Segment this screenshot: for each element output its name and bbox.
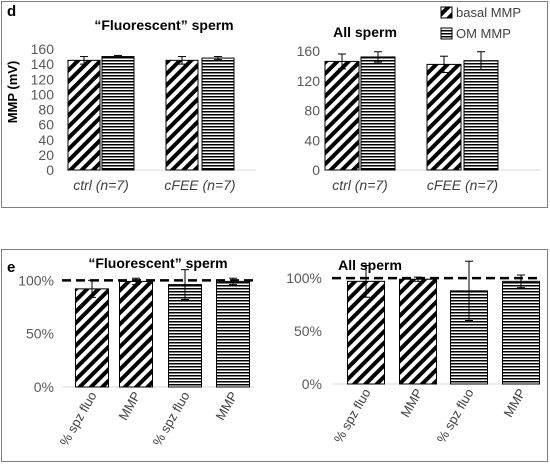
chart-e2-ytick-2: 100% <box>286 270 322 286</box>
chart-e1-ytick-1: 50% <box>26 326 54 342</box>
chart-d2-bar-1-0 <box>426 63 462 171</box>
chart-d2-category-label-1: cFEE (n=7) <box>427 177 498 193</box>
chart-e1-ytick-2: 100% <box>18 272 54 288</box>
chart-d2-bar-0-1 <box>360 56 396 171</box>
chart-d2-ytick-4: 160 <box>297 43 321 59</box>
chart-e2: 0% 50% 100% % spz fluo MMP % spz fluo MMP <box>286 260 540 445</box>
chart-d1-ytick-8: 160 <box>31 41 55 57</box>
chart-d1-title: “Fluorescent” sperm <box>94 17 233 33</box>
chart-e1: 0%50%100%% spz fluo MMP% spz fluo MMP <box>18 269 254 448</box>
chart-d2-ytick-0: 0 <box>312 162 320 178</box>
chart-e1-category-label-2: % spz fluo <box>150 389 193 448</box>
chart-d1-ytick-1: 20 <box>38 147 54 163</box>
chart-d1-ytick-6: 120 <box>31 71 55 87</box>
chart-d1-ytick-5: 100 <box>31 86 55 102</box>
chart-e1-title: “Fluorescent” sperm <box>88 255 227 271</box>
panel-e: e “Fluorescent” sperm All sperm 0%50%100… <box>1 249 548 462</box>
chart-e2-category-label-0: % spz fluo <box>331 386 374 445</box>
chart-d2-title: All sperm <box>333 24 397 40</box>
legend-label-basal: basal MMP <box>456 5 521 20</box>
chart-d2-ytick-3: 120 <box>297 73 321 89</box>
chart-e2-bar-0 <box>347 280 385 385</box>
legend-swatch-basal <box>440 6 453 19</box>
panel-d: d MMP (mV) “Fluorescent” sperm All sperm… <box>1 1 548 208</box>
chart-e1-category-label-0: % spz fluo <box>57 389 100 448</box>
chart-e2-category-label-2: % spz fluo <box>434 386 477 445</box>
chart-e1-ytick-0: 0% <box>34 379 54 395</box>
chart-d1-bar-0-1 <box>101 56 135 171</box>
chart-e1-bar-0 <box>75 288 109 388</box>
chart-e1-bar-3 <box>216 280 250 388</box>
chart-d1-ytick-4: 80 <box>38 102 54 118</box>
chart-d2: 0 40 80 120 160 ctrl (n=7) cFEE (n=7) <box>297 43 540 193</box>
chart-d1-ytick-0: 0 <box>46 162 54 178</box>
chart-d2-bar-1-1 <box>463 60 499 171</box>
legend-label-om: OM MMP <box>456 26 511 41</box>
chart-d1-ytick-2: 40 <box>38 132 54 148</box>
chart-e1-category-label-1: MMP <box>115 389 143 423</box>
chart-e2-category-label-1: MMP <box>397 386 425 420</box>
legend-swatch-om <box>440 27 453 40</box>
panel-e-frame <box>1 249 548 462</box>
chart-d1-category-label-1: cFEE (n=7) <box>164 177 235 193</box>
chart-e2-bar-3 <box>502 280 540 385</box>
chart-e2-ytick-1: 50% <box>294 323 322 339</box>
chart-d1-bar-1-0 <box>165 59 199 171</box>
chart-e1-category-label-3: MMP <box>212 389 240 423</box>
chart-d1-ytick-7: 140 <box>31 56 55 72</box>
chart-d2-ytick-2: 80 <box>304 103 320 119</box>
chart-e1-bar-2 <box>168 284 202 388</box>
chart-d1-ytick-3: 60 <box>38 117 54 133</box>
panel-d-frame <box>1 1 548 208</box>
chart-d2-bar-0-0 <box>324 60 360 171</box>
chart-e2-category-label-3: MMP <box>500 386 528 420</box>
legend: basal MMP OM MMP <box>440 5 521 41</box>
chart-d1-category-label-0: ctrl (n=7) <box>73 177 129 193</box>
chart-e2-ytick-0: 0% <box>302 376 322 392</box>
chart-d2-ytick-1: 40 <box>304 132 320 148</box>
chart-d1-y-axis-label: MMP (mV) <box>5 61 20 124</box>
chart-d1-bar-0-0 <box>67 59 101 171</box>
chart-e1-bar-1 <box>119 280 153 388</box>
chart-e2-bar-1 <box>399 278 437 385</box>
chart-d2-category-label-0: ctrl (n=7) <box>332 177 388 193</box>
chart-d1-bar-1-1 <box>201 57 235 171</box>
panel-e-label: e <box>7 259 15 276</box>
panel-d-label: d <box>7 3 16 20</box>
